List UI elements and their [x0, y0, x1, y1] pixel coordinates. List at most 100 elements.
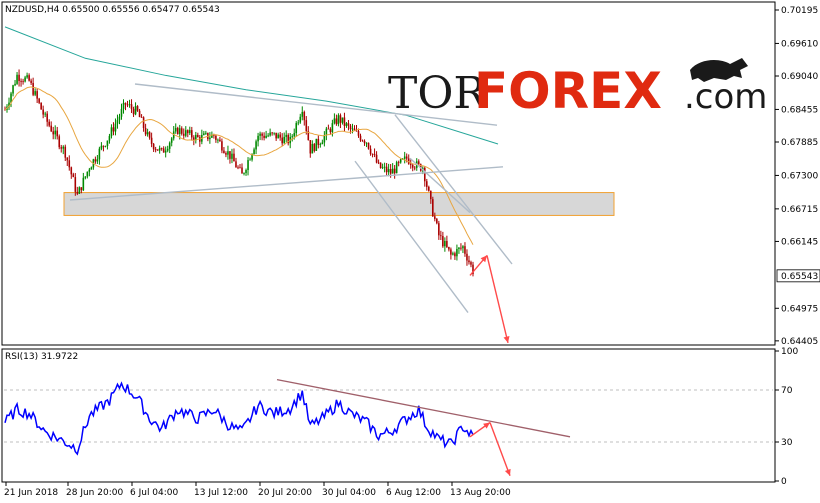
candle-body [68, 160, 71, 168]
rsi-plot-area [1, 348, 776, 483]
candle-body [251, 154, 253, 160]
candle-body [357, 131, 360, 136]
time-tick-label: 30 Jul 04:00 [322, 488, 376, 498]
candle-body [124, 102, 127, 105]
trendline [69, 166, 504, 201]
candle-body [407, 158, 410, 164]
candle-body [305, 120, 308, 131]
candle-body [337, 115, 340, 125]
candle-body [395, 162, 398, 174]
candle-body [100, 145, 103, 149]
candle-body [176, 127, 179, 134]
candle-body [76, 191, 79, 194]
candle-body [102, 145, 105, 147]
candle-body [34, 91, 36, 95]
candle-body [128, 104, 131, 106]
candle-body [299, 116, 302, 123]
candle-body [38, 98, 40, 103]
candle-body [184, 130, 187, 136]
candle-body [84, 176, 87, 178]
candle-body [46, 113, 48, 122]
candle-body [297, 122, 300, 124]
candle-body [363, 140, 366, 144]
candle-body [393, 168, 396, 174]
candle-body [466, 253, 468, 261]
candle-body [327, 128, 330, 130]
candle-body [116, 120, 119, 124]
logo-tor: TOR [388, 68, 488, 119]
candle-body [144, 127, 147, 135]
candle-body [62, 146, 65, 149]
time-tick-label: 6 Aug 12:00 [386, 488, 441, 498]
candle-body [397, 162, 400, 164]
candle-body [267, 135, 269, 137]
candle-body [434, 216, 436, 219]
candle-body [28, 75, 30, 81]
candle-body [235, 161, 237, 168]
rsi-tick-label: 0 [781, 477, 787, 487]
rsi-tick-label: 70 [781, 386, 793, 396]
candle-body [26, 75, 28, 78]
candle-body [8, 102, 10, 107]
logo-com: .com [684, 77, 767, 117]
candle-body [78, 187, 81, 194]
candle-body [44, 113, 46, 115]
rsi-level-lines [4, 389, 773, 443]
candle-body [170, 138, 173, 143]
trendline [134, 83, 498, 126]
candle-body [4, 109, 6, 111]
time-tick-label: 13 Aug 20:00 [450, 488, 511, 498]
candle-body [164, 150, 167, 153]
candle-body [303, 111, 306, 121]
candle-body [219, 139, 221, 142]
candle-body [48, 121, 50, 126]
time-tick-label: 6 Jul 04:00 [130, 488, 179, 498]
candle-body [162, 148, 165, 153]
rsi-panel: RSI(13) 31.9722 100 70 30 0 [1, 347, 798, 487]
price-tick-label: 0.64975 [781, 304, 818, 314]
candle-body [315, 138, 318, 151]
candle-body [82, 177, 85, 191]
candle-body [381, 167, 384, 169]
candle-body [132, 108, 135, 115]
candle-body [361, 140, 364, 142]
candle-body [36, 91, 38, 99]
candle-body [205, 132, 207, 134]
forecast-arrow-line [489, 422, 511, 477]
candle-body [261, 133, 263, 136]
candle-body [108, 136, 111, 141]
candle-body [10, 93, 12, 103]
price-tick-label: 0.66715 [781, 205, 818, 215]
candle-body [168, 142, 171, 149]
bull-icon [690, 58, 748, 82]
candle-body [22, 81, 24, 83]
candle-body [16, 74, 18, 84]
candle-body [331, 123, 334, 133]
rsi-trendline [276, 378, 571, 438]
candle-body [20, 81, 22, 82]
price-tick-label: 0.64405 [781, 337, 818, 347]
candle-body [269, 132, 271, 136]
price-header: NZDUSD,H4 0.65500 0.65556 0.65477 0.6554… [5, 5, 220, 15]
candle-body [345, 123, 348, 126]
candle-body [12, 85, 14, 94]
candle-body [333, 118, 336, 124]
candle-body [301, 111, 304, 117]
candle-body [142, 117, 145, 128]
candle-body [353, 128, 356, 131]
candle-body [14, 83, 16, 86]
trendline [354, 160, 469, 313]
candle-body [241, 167, 243, 174]
candle-body [174, 127, 177, 132]
candle-body [464, 246, 466, 254]
forecast-arrowhead [483, 422, 490, 429]
candle-body [442, 236, 444, 247]
price-tick-label: 0.67300 [781, 171, 818, 181]
candle-body [285, 134, 287, 137]
candle-body [30, 80, 32, 83]
candle-body [311, 144, 314, 154]
candle-body [359, 135, 362, 141]
candle-body [50, 125, 52, 132]
candle-body [52, 131, 55, 135]
candle-body [472, 264, 474, 275]
